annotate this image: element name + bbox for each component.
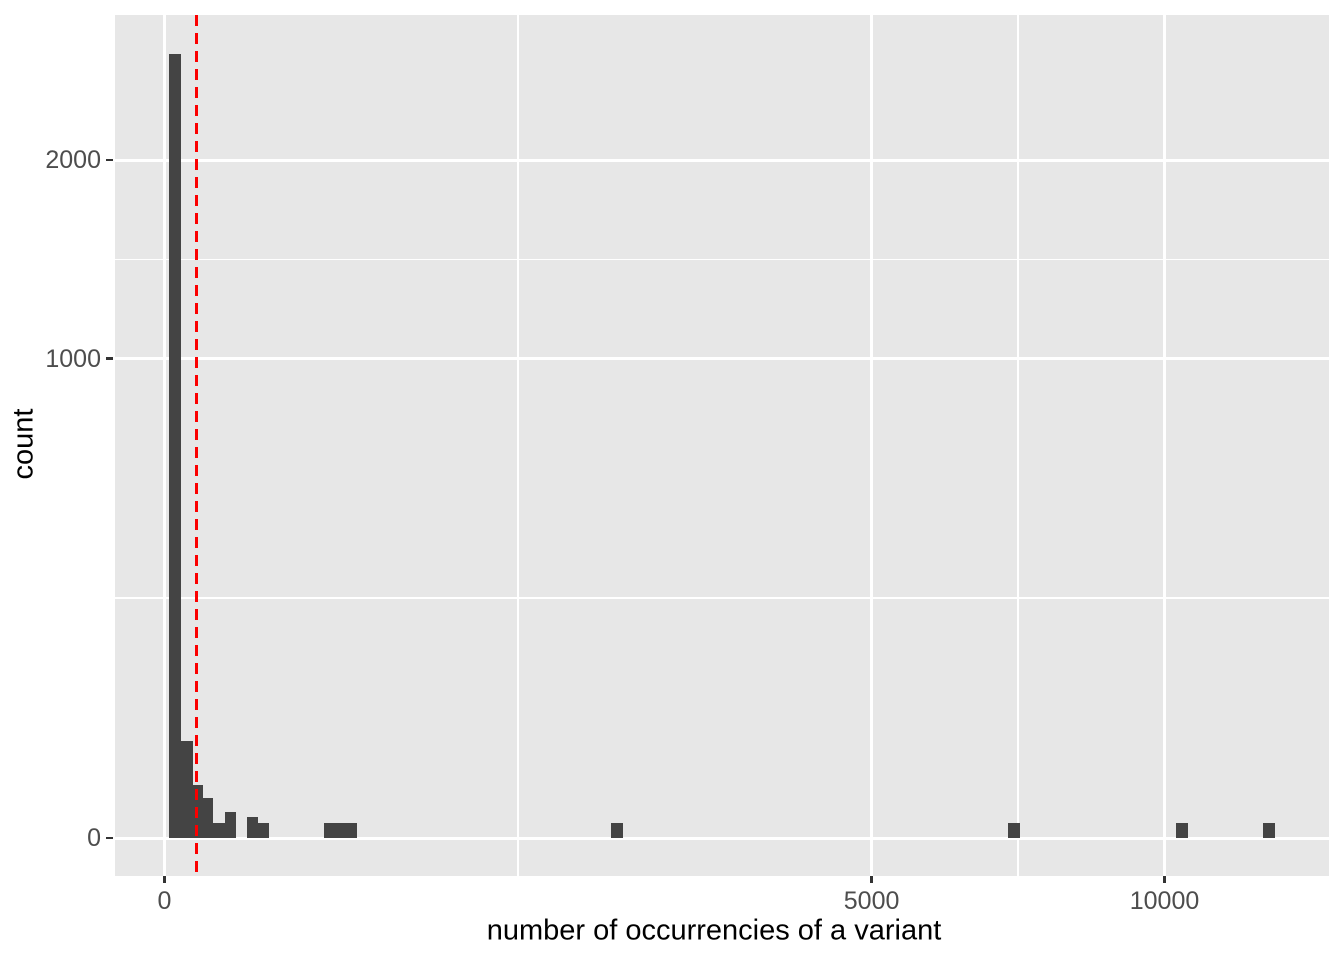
y-axis-title: count (7, 408, 40, 480)
histogram-bar (323, 822, 336, 838)
histogram-bar (345, 822, 358, 838)
x-tick-label: 5000 (843, 887, 900, 915)
y-tick-label: 1000 (45, 344, 101, 373)
y-minor-gridline (114, 597, 1329, 600)
y-tick-mark (106, 836, 113, 840)
x-tick-mark (1163, 876, 1166, 883)
histogram-bar (168, 53, 181, 838)
x-tick-label: 10000 (1129, 887, 1200, 915)
y-tick-label: 2000 (45, 146, 101, 175)
x-minor-gridline (1017, 15, 1019, 876)
histogram-bar (610, 822, 623, 838)
x-major-gridline (1163, 15, 1166, 876)
y-major-gridline (114, 836, 1329, 840)
y-tick-mark (106, 158, 113, 162)
histogram-bar (335, 822, 346, 838)
histogram-bar (1175, 822, 1188, 838)
x-tick-mark (870, 876, 873, 883)
histogram-bar (213, 822, 226, 838)
histogram-bar (1007, 822, 1020, 838)
x-minor-gridline (517, 15, 519, 876)
y-major-gridline (114, 357, 1329, 361)
histogram-bar (203, 797, 214, 838)
y-minor-gridline (114, 258, 1329, 261)
histogram-bar (1263, 822, 1276, 838)
histogram-bar (192, 785, 204, 838)
x-tick-mark (163, 876, 166, 883)
plot-panel (114, 15, 1329, 876)
y-major-gridline (114, 158, 1329, 162)
histogram-bar (225, 811, 236, 838)
histogram-bar (257, 822, 269, 838)
x-major-gridline (870, 15, 874, 876)
y-tick-mark (106, 357, 113, 360)
y-tick-label: 0 (87, 824, 101, 852)
histogram-bar (246, 816, 258, 838)
histogram-bar (180, 740, 193, 838)
threshold-reference-line (194, 15, 198, 876)
x-axis-title: number of occurrencies of a variant (486, 914, 942, 947)
x-tick-label: 0 (157, 887, 172, 915)
x-major-gridline (163, 15, 166, 876)
